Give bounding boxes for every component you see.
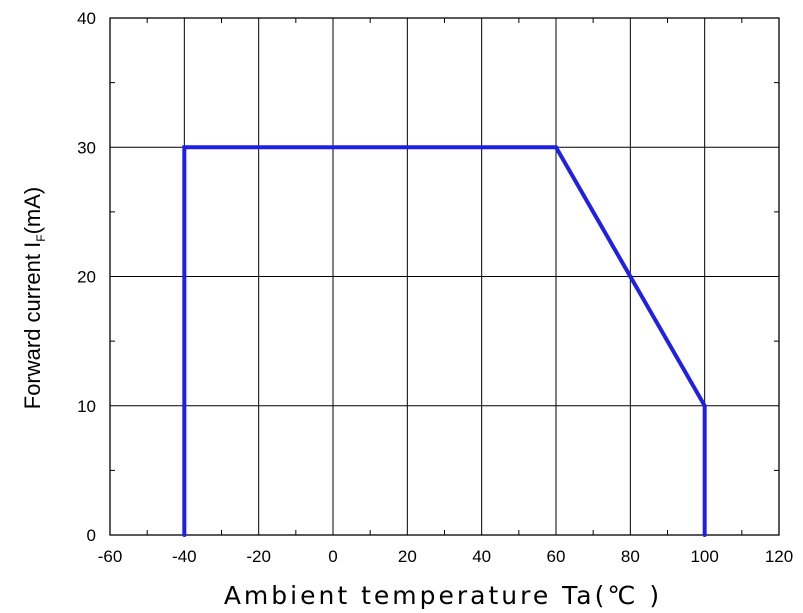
y-tick-label: 30 [77, 138, 96, 157]
x-tick-labels: -60 -40 -20 0 20 40 60 80 100 120 [98, 547, 793, 566]
data-point [702, 403, 707, 408]
data-point [182, 533, 187, 537]
y-axis-label: Forward current IF(mA) [20, 187, 48, 410]
x-tick-label: 60 [547, 547, 566, 566]
y-tick-label: 20 [77, 268, 96, 287]
y-tick-label: 10 [77, 397, 96, 416]
grid [110, 18, 779, 535]
x-tick-label: 120 [765, 547, 793, 566]
x-tick-label: -40 [172, 547, 197, 566]
x-tick-label: 40 [472, 547, 491, 566]
x-tick-label: -20 [246, 547, 271, 566]
x-tick-label: 0 [328, 547, 337, 566]
x-axis-label: Ambient temperature Ta(℃ ) [224, 581, 662, 610]
y-axis-label-subscript: F [34, 234, 48, 241]
data-point [628, 274, 633, 279]
y-axis-label-main: Forward current I [20, 242, 45, 410]
y-tick-label: 40 [77, 9, 96, 28]
x-tick-label: -60 [98, 547, 123, 566]
x-tick-label: 80 [621, 547, 640, 566]
minor-ticks [110, 18, 779, 535]
x-tick-label: 100 [690, 547, 718, 566]
series-layer [182, 145, 707, 537]
y-tick-labels: 0 10 20 30 40 [77, 9, 96, 545]
data-point [554, 145, 558, 150]
y-axis-label-unit: (mA) [20, 187, 45, 235]
data-point [182, 145, 187, 150]
y-tick-label: 0 [87, 526, 96, 545]
x-tick-label: 20 [398, 547, 417, 566]
series-line [182, 145, 707, 535]
data-point [702, 533, 707, 537]
